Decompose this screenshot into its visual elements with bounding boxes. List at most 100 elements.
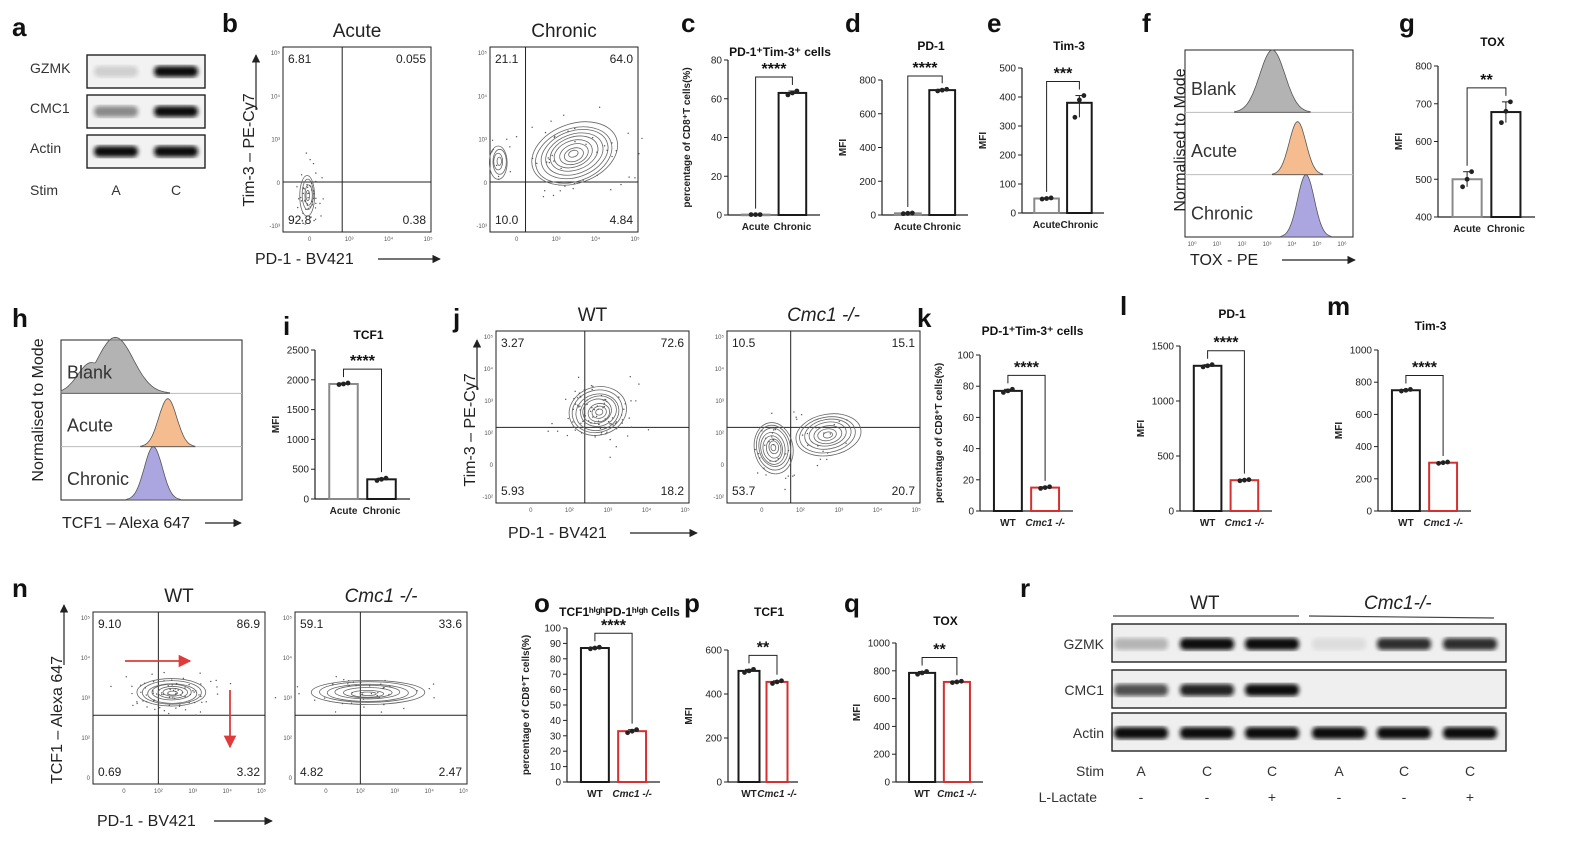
chart-l-ylabel: MFI bbox=[1136, 420, 1147, 437]
blot-r-lane-3: A bbox=[1334, 763, 1344, 779]
flow-b-chronic-event bbox=[606, 149, 608, 152]
flow-b-acute-xtick-0: 0 bbox=[308, 237, 312, 243]
panel-label-m: m bbox=[1327, 291, 1350, 321]
flow-b-acute-event bbox=[315, 202, 317, 205]
flow-b-chronic-frame bbox=[489, 46, 639, 233]
flow-n-wt-event bbox=[205, 701, 207, 703]
flow-j-wt-event bbox=[565, 398, 567, 401]
flow-j-wt-event bbox=[604, 398, 606, 401]
chart-p-ytick-3: 600 bbox=[705, 646, 722, 657]
blot-r-lactate-5: + bbox=[1466, 789, 1474, 805]
flow-j-wt-event bbox=[603, 405, 605, 408]
chart-q-significance: ** bbox=[933, 641, 946, 658]
chart-m-title: Tim-3 bbox=[1415, 319, 1447, 333]
chart-k-title: PD-1⁺Tim-3⁺ cells bbox=[982, 324, 1084, 338]
chart-l-sig-bracket bbox=[1207, 350, 1245, 474]
flow-n-ko-event bbox=[383, 703, 385, 706]
flow-b-chronic-event bbox=[567, 130, 569, 132]
flow-n-ko-contour-0-1 bbox=[359, 691, 377, 696]
flow-b-acute-event bbox=[319, 202, 321, 205]
flow-j-wt-event bbox=[572, 421, 574, 423]
flow-n-wt-q-br: 3.32 bbox=[237, 765, 261, 779]
flow-n-ko-contour-0-4 bbox=[334, 684, 401, 700]
flow-j-wt-ytick-3: 10² bbox=[484, 431, 493, 437]
flow-j-wt-event bbox=[609, 456, 611, 459]
hist-h-peak-0 bbox=[60, 336, 170, 394]
flow-j-wt-event bbox=[592, 416, 594, 418]
flow-b-chronic-ytick-0: 10⁵ bbox=[478, 50, 488, 57]
flow-n-ko-event bbox=[341, 702, 344, 705]
panel-label-o: o bbox=[534, 588, 550, 618]
chart-q-ytick-1: 200 bbox=[873, 750, 890, 761]
flow-b-acute-event bbox=[315, 180, 317, 183]
hist-f-xtick-1: 10¹ bbox=[1213, 242, 1222, 248]
flow-b-acute-event bbox=[315, 172, 317, 174]
panel-label-k: k bbox=[917, 303, 932, 333]
chart-p-xtick-1: Cmc1 -/- bbox=[757, 789, 797, 800]
flow-b-chronic-event bbox=[544, 131, 547, 134]
flow-b-acute-event bbox=[296, 186, 298, 188]
flow-n-wt-event bbox=[139, 684, 142, 686]
chart-c-significance: **** bbox=[762, 61, 788, 78]
flow-j-wt-event bbox=[594, 436, 596, 438]
flow-b-acute-event bbox=[305, 208, 307, 211]
flow-n-wt-event bbox=[146, 706, 148, 708]
chart-e-ytick-4: 400 bbox=[999, 93, 1016, 104]
flow-n-ko-event bbox=[351, 691, 353, 694]
flow-b-chronic-event bbox=[628, 176, 630, 178]
flow-n-wt-event bbox=[152, 680, 155, 683]
blot-r-lane-4: C bbox=[1399, 763, 1409, 779]
chart-p-point-0-0 bbox=[742, 670, 747, 675]
chart-i-ytick-1: 500 bbox=[292, 465, 309, 476]
chart-i-xtick-1: Chronic bbox=[363, 506, 401, 517]
flow-b-chronic-event bbox=[552, 194, 555, 197]
chart-m-ylabel: MFI bbox=[1334, 422, 1345, 439]
flow-j-ko-event bbox=[801, 434, 804, 436]
flow-j-ko-event bbox=[829, 433, 832, 435]
flow-b-acute-event bbox=[309, 206, 311, 208]
flow-j-wt-event bbox=[551, 422, 553, 425]
chart-q-point-1-2 bbox=[959, 678, 964, 684]
flow-j-ko-q-tr: 15.1 bbox=[892, 336, 916, 350]
flow-b-acute-event bbox=[306, 183, 308, 186]
blot-r-band-0-2 bbox=[1245, 638, 1299, 650]
flow-j-ko-event bbox=[819, 458, 822, 460]
flow-b-acute-event bbox=[301, 219, 304, 222]
flow-j-ko-contour-0-4 bbox=[762, 435, 783, 462]
flow-b-acute-event bbox=[300, 200, 303, 202]
flow-n-ko-contour-0-7 bbox=[310, 679, 426, 705]
flow-j-wt-event bbox=[599, 427, 602, 430]
flow-b-chronic-xtick-3: 10⁵ bbox=[630, 236, 640, 243]
flow-j-wt-event bbox=[579, 395, 581, 397]
flow-n-wt-event bbox=[158, 689, 160, 691]
flow-n-ko-event bbox=[363, 706, 365, 708]
flow-n-ko-q-tr: 33.6 bbox=[439, 617, 463, 631]
flow-n-ko-ytick-4: 0 bbox=[289, 776, 293, 782]
flow-b-acute-event bbox=[310, 182, 313, 185]
flow-n-wt-contour-0-5 bbox=[147, 683, 198, 704]
flow-n-wt-event bbox=[210, 680, 212, 683]
flow-b-chronic-xtick-1: 10³ bbox=[552, 237, 561, 243]
chart-p-significance: ** bbox=[757, 639, 770, 656]
blot-r-membrane-1 bbox=[1111, 669, 1507, 709]
flow-n-ko-event bbox=[376, 694, 379, 697]
hist-h-label-0: Blank bbox=[67, 362, 113, 382]
blot-r-row-label-0: GZMK bbox=[1064, 636, 1105, 652]
flow-j-ko-xtick-2: 10³ bbox=[835, 508, 844, 514]
chart-e-sig-bracket bbox=[1046, 81, 1080, 192]
flow-b-acute-ytick-3: 0 bbox=[277, 181, 281, 187]
flow-j-ko-event bbox=[763, 467, 765, 469]
chart-l-ytick-3: 1500 bbox=[1152, 342, 1175, 353]
flow-n-wt-event bbox=[168, 696, 171, 698]
chart-m-point-1-2 bbox=[1445, 459, 1450, 465]
flow-n-ko-event bbox=[332, 683, 334, 685]
blot-a-band-2-0 bbox=[94, 146, 138, 157]
flow-n-ko-title: Cmc1 -/- bbox=[345, 586, 418, 607]
flow-b-chronic-contour-0-6 bbox=[545, 132, 604, 176]
flow-j-wt-event bbox=[572, 408, 575, 410]
flow-j-ko-event bbox=[785, 477, 787, 480]
flow-b-acute-event bbox=[300, 174, 303, 176]
flow-b-acute-contour-0-4 bbox=[299, 175, 315, 217]
chart-q-bar-1 bbox=[942, 680, 971, 783]
flow-j-ko-contour-0-1 bbox=[770, 443, 777, 452]
